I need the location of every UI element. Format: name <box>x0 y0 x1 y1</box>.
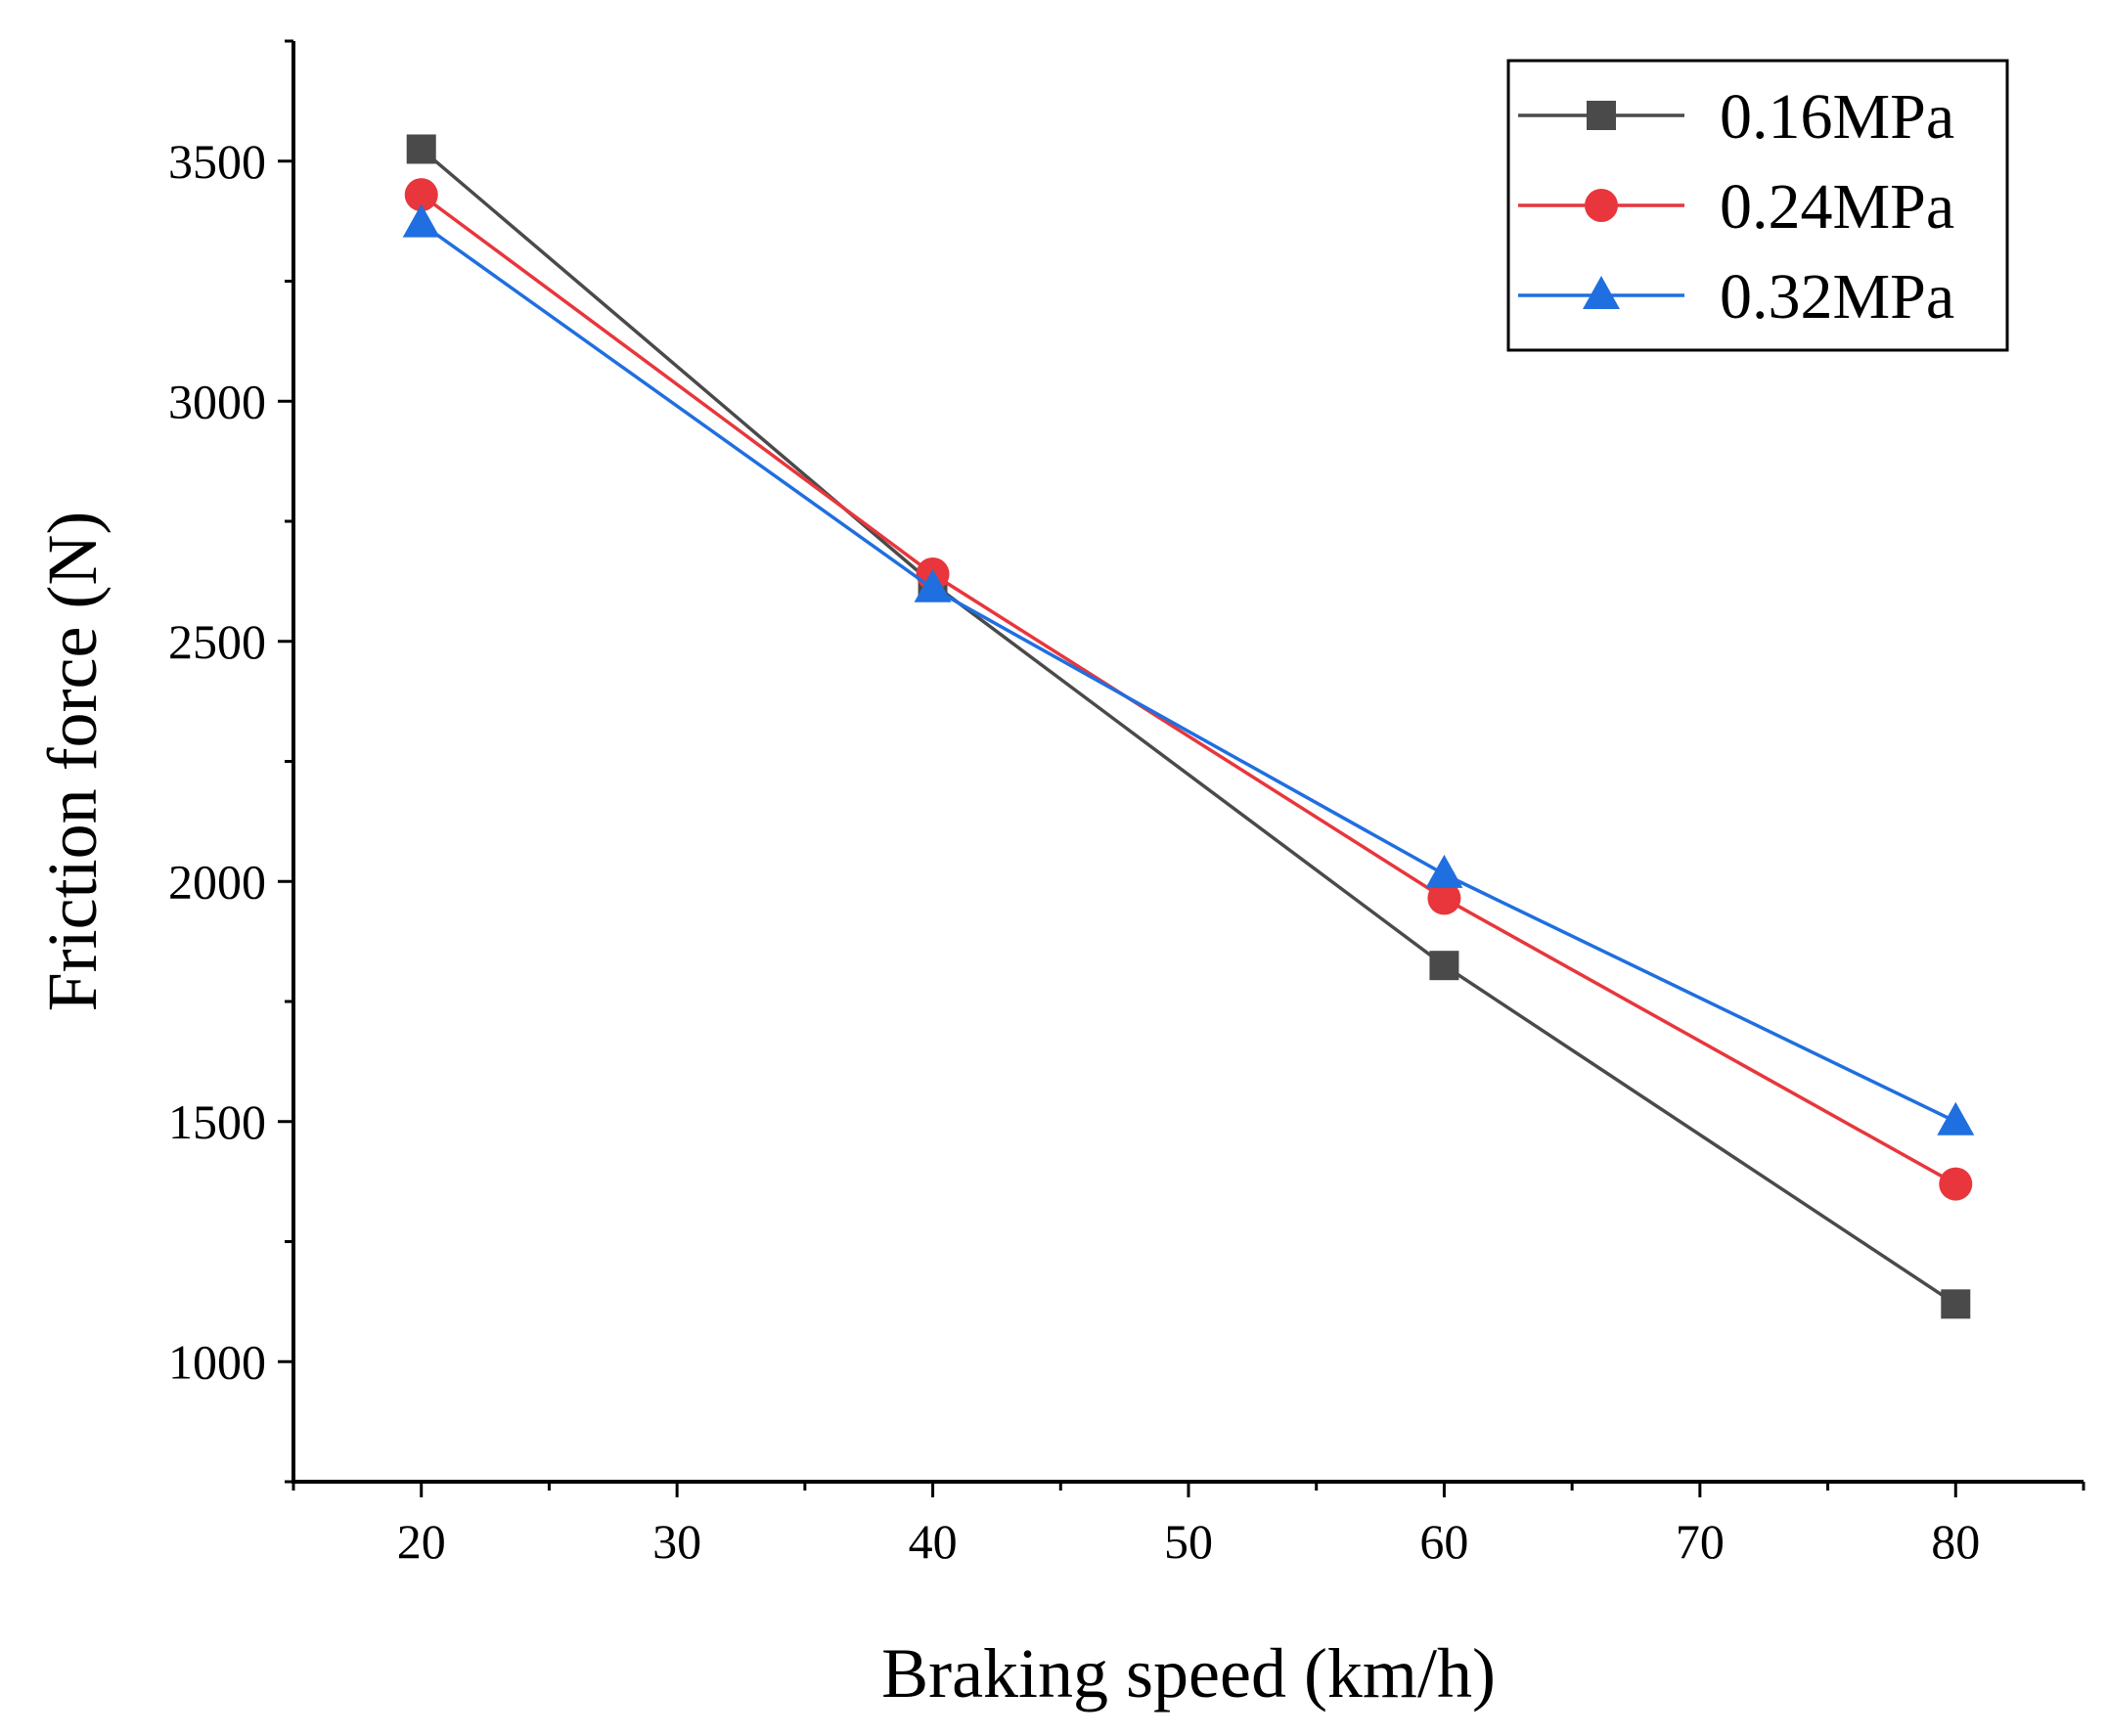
series-line <box>420 193 1957 1186</box>
y-tick-label: 2000 <box>168 854 266 909</box>
square-marker <box>406 134 436 164</box>
series-line <box>420 148 1957 1306</box>
series-layer <box>402 134 1975 1319</box>
y-axis-title: Friction force (N) <box>33 512 112 1012</box>
legend-label: 0.32MPa <box>1720 261 1954 333</box>
triangle-marker <box>1425 854 1463 888</box>
legend: 0.16MPa 0.24MPa 0.32MPa <box>1506 59 2009 352</box>
triangle-marker <box>1583 276 1620 309</box>
circle-marker <box>1585 189 1618 222</box>
x-tick-label: 70 <box>1676 1514 1725 1569</box>
square-marker <box>1429 951 1459 981</box>
series-3 <box>402 203 1975 1135</box>
series-line <box>420 222 1957 1124</box>
axes: 20 30 40 50 60 70 80 1000 1500 2000 2500 3000 3500 <box>168 39 2085 1569</box>
y-tick-label: 1000 <box>168 1334 266 1389</box>
legend-item: 0.32MPa <box>1518 261 1954 333</box>
x-tick-label: 50 <box>1164 1514 1213 1569</box>
circle-marker <box>1427 881 1461 915</box>
square-marker <box>1941 1289 1971 1319</box>
circle-marker <box>404 178 438 212</box>
x-tick-label: 60 <box>1419 1514 1468 1569</box>
circle-marker <box>1939 1167 1973 1201</box>
triangle-marker <box>402 203 440 238</box>
y-tick-label: 3500 <box>168 134 266 189</box>
x-axis-title: Braking speed (km/h) <box>881 1634 1496 1713</box>
legend-item: 0.16MPa <box>1518 81 1954 153</box>
series-2 <box>404 178 1973 1201</box>
triangle-marker <box>1937 1101 1975 1135</box>
y-tick-label: 2500 <box>168 614 266 669</box>
triangle-marker <box>914 568 952 602</box>
legend-item: 0.24MPa <box>1518 171 1954 243</box>
x-tick-label: 30 <box>652 1514 701 1569</box>
x-tick-label: 80 <box>1931 1514 1980 1569</box>
y-tick-label: 1500 <box>168 1094 266 1149</box>
x-tick-label: 20 <box>397 1514 446 1569</box>
y-tick-label: 3000 <box>168 374 266 428</box>
square-marker <box>1587 101 1616 130</box>
legend-label: 0.16MPa <box>1720 81 1954 153</box>
x-tick-label: 40 <box>909 1514 958 1569</box>
legend-label: 0.24MPa <box>1720 171 1954 243</box>
